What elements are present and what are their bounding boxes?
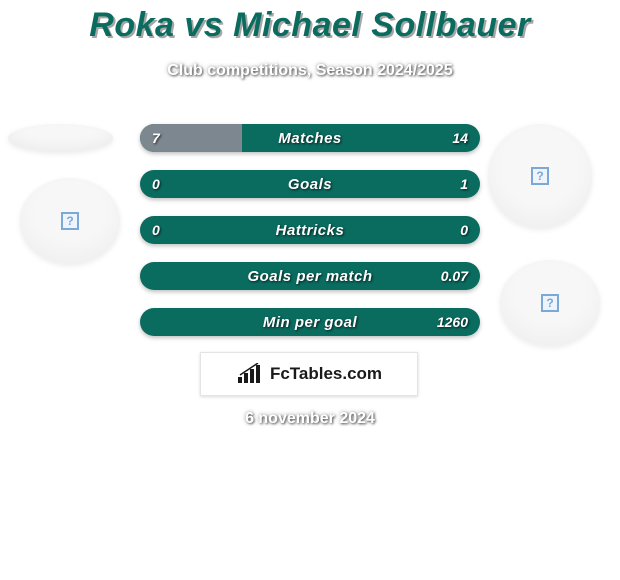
stat-bar-label: Matches (140, 124, 480, 152)
stat-bar-value-left: 0 (152, 170, 160, 198)
stage: ? ? ? Roka vs Michael Sollbauer Club com… (0, 0, 620, 580)
stat-bar-value-right: 0 (460, 216, 468, 244)
brand-badge: FcTables.com (200, 352, 418, 396)
stat-bar-label: Hattricks (140, 216, 480, 244)
page-title: Roka vs Michael Sollbauer (0, 6, 620, 45)
decor-circle-3: ? (500, 260, 600, 346)
stat-bar: Goals0 1 (140, 170, 480, 198)
brand-chart-icon (236, 363, 264, 385)
decor-circle-1: ? (20, 178, 120, 264)
placeholder-icon: ? (61, 212, 79, 230)
decor-ellipse (8, 124, 113, 152)
stat-bar: Matches7 14 (140, 124, 480, 152)
stat-bar: Hattricks0 0 (140, 216, 480, 244)
stat-bars: Matches714Goals01Hattricks00Goals per ma… (140, 124, 480, 354)
stat-bar-label: Goals (140, 170, 480, 198)
brand-text: FcTables.com (270, 364, 382, 384)
page-subtitle: Club competitions, Season 2024/2025 (0, 62, 620, 80)
placeholder-icon: ? (531, 167, 549, 185)
placeholder-icon: ? (541, 294, 559, 312)
stat-bar: Min per goal1260 (140, 308, 480, 336)
stat-bar-value-left: 7 (152, 124, 160, 152)
stat-bar-value-right: 1260 (437, 308, 468, 336)
decor-circle-2: ? (488, 124, 592, 228)
stat-bar-label: Min per goal (140, 308, 480, 336)
stat-bar-label: Goals per match (140, 262, 480, 290)
stat-bar-value-right: 0.07 (441, 262, 468, 290)
stat-bar-value-right: 14 (452, 124, 468, 152)
stat-bar-value-right: 1 (460, 170, 468, 198)
date-label: 6 november 2024 (0, 410, 620, 428)
stat-bar: Goals per match0.07 (140, 262, 480, 290)
stat-bar-value-left: 0 (152, 216, 160, 244)
